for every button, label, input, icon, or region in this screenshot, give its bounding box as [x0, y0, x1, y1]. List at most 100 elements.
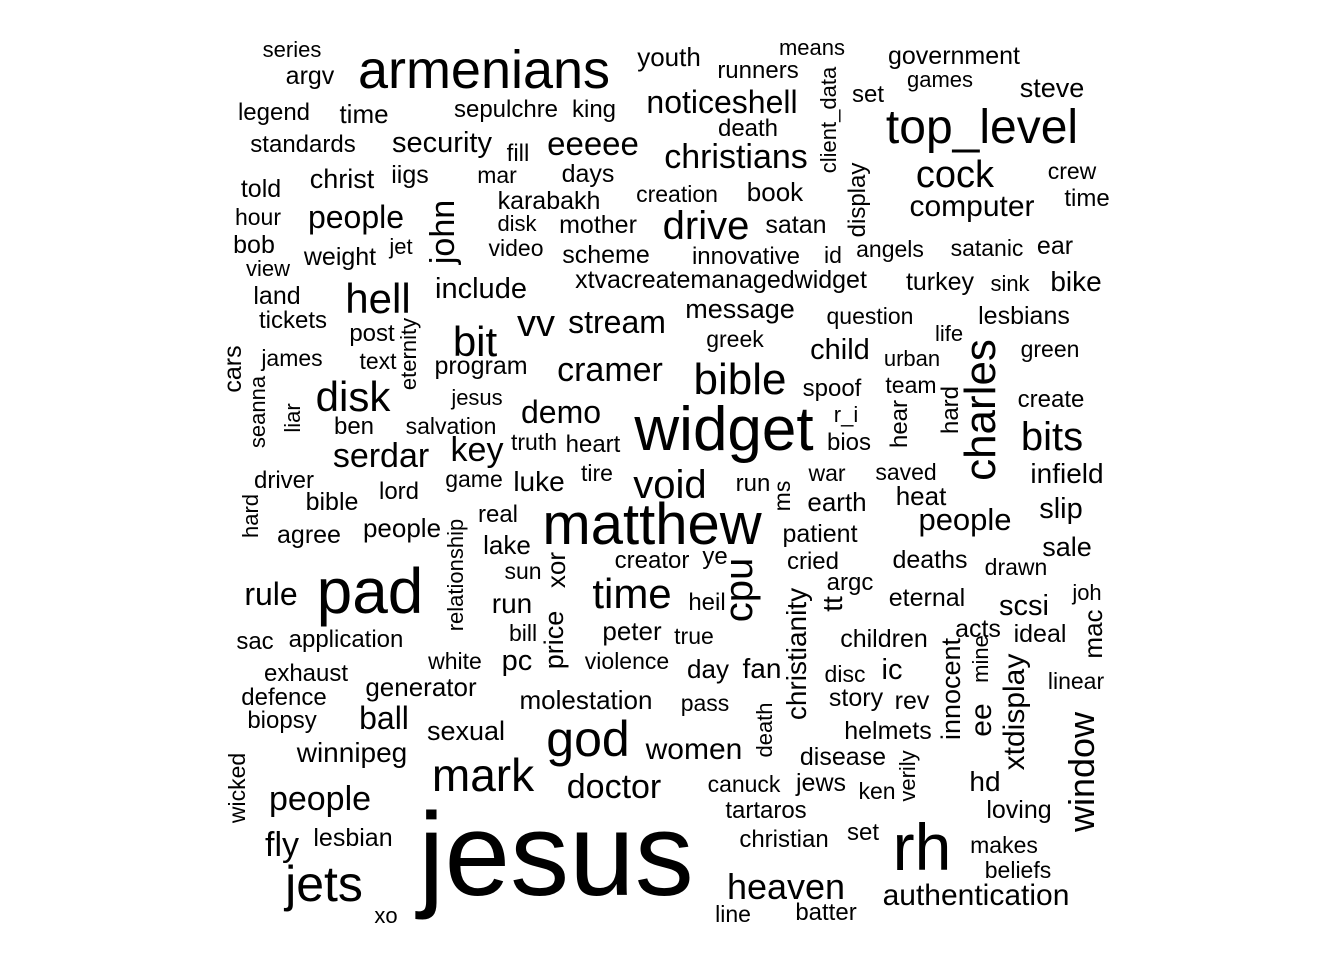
- cloud-word-146: r_i: [834, 402, 858, 427]
- cloud-word-156: ms: [769, 481, 795, 512]
- cloud-word-122: sink: [990, 271, 1030, 296]
- cloud-word-61: ic: [882, 654, 903, 686]
- cloud-word-20: heaven: [727, 866, 845, 907]
- cloud-word-142: hard: [937, 386, 964, 434]
- cloud-word-48: pc: [502, 645, 533, 677]
- cloud-word-16: void: [633, 463, 706, 507]
- cloud-word-11: hell: [345, 275, 410, 322]
- cloud-word-90: games: [907, 67, 973, 92]
- cloud-word-127: james: [260, 345, 322, 371]
- cloud-word-114: jet: [388, 234, 412, 259]
- cloud-word-23: vv: [517, 303, 555, 345]
- cloud-word-50: ee: [965, 703, 998, 736]
- cloud-word-33: authentication: [883, 879, 1070, 912]
- cloud-word-73: day: [687, 654, 729, 684]
- cloud-word-58: run: [492, 588, 532, 619]
- cloud-word-110: satanic: [951, 235, 1024, 261]
- cloud-word-39: demo: [521, 394, 601, 430]
- cloud-word-186: rev: [895, 687, 930, 715]
- cloud-word-103: creation: [636, 181, 718, 207]
- cloud-word-6: mark: [432, 749, 535, 801]
- cloud-word-69: molestation: [520, 685, 653, 715]
- cloud-word-129: greek: [706, 326, 764, 352]
- cloud-word-112: view: [246, 256, 290, 281]
- cloud-word-13: bit: [453, 318, 498, 365]
- cloud-word-109: angels: [856, 236, 924, 262]
- cloud-word-62: steve: [1020, 73, 1085, 103]
- cloud-word-163: creator: [615, 547, 690, 574]
- cloud-word-71: xor: [541, 552, 571, 588]
- cloud-word-27: noticeshell: [646, 84, 797, 120]
- cloud-word-200: loving: [986, 796, 1051, 824]
- cloud-word-143: create: [1018, 386, 1085, 413]
- cloud-word-25: cramer: [557, 351, 663, 389]
- cloud-word-107: mother: [559, 211, 637, 239]
- cloud-word-202: christian: [739, 826, 828, 853]
- cloud-word-80: means: [779, 35, 845, 60]
- cloud-word-168: eternal: [889, 584, 965, 612]
- cloud-word-21: window: [1061, 711, 1102, 833]
- cloud-word-51: luke: [513, 466, 564, 497]
- cloud-word-55: hd: [969, 766, 1000, 797]
- cloud-word-205: beliefs: [985, 857, 1051, 883]
- cloud-word-99: display: [844, 163, 871, 238]
- cloud-word-82: youth: [637, 42, 701, 72]
- cloud-word-159: people: [363, 513, 441, 543]
- cloud-word-151: run: [736, 470, 771, 497]
- cloud-word-149: game: [445, 466, 503, 492]
- cloud-word-67: lesbians: [978, 302, 1070, 330]
- cloud-word-32: eeeee: [547, 125, 639, 162]
- cloud-word-87: sepulchre: [454, 96, 558, 123]
- cloud-word-207: line: [715, 901, 751, 927]
- cloud-word-195: jews: [795, 769, 846, 797]
- cloud-word-113: weight: [303, 243, 376, 271]
- cloud-word-184: defence: [241, 684, 326, 711]
- cloud-word-1: matthew: [542, 492, 762, 557]
- cloud-word-117: innovative: [692, 243, 800, 270]
- cloud-word-106: disk: [497, 211, 537, 236]
- cloud-word-8: jets: [283, 856, 363, 912]
- cloud-word-131: child: [810, 334, 870, 366]
- cloud-word-141: hear: [886, 400, 913, 448]
- cloud-word-140: salvation: [406, 413, 497, 439]
- cloud-word-180: violence: [585, 648, 669, 674]
- cloud-word-176: acts: [955, 615, 1001, 643]
- cloud-word-178: children: [840, 625, 928, 653]
- cloud-word-192: verily: [895, 750, 920, 801]
- cloud-word-147: bios: [827, 429, 871, 456]
- cloud-word-208: batter: [795, 899, 856, 926]
- cloud-word-116: scheme: [562, 241, 650, 269]
- cloud-word-169: drawn: [985, 554, 1048, 580]
- cloud-word-160: real: [478, 501, 518, 528]
- cloud-word-105: bob: [233, 231, 275, 259]
- cloud-word-38: xtdisplay: [998, 654, 1031, 771]
- cloud-word-137: seanna: [245, 375, 270, 448]
- cloud-word-81: argv: [286, 62, 335, 90]
- cloud-word-64: heat: [896, 481, 947, 511]
- cloud-word-9: top_level: [886, 101, 1078, 154]
- cloud-word-92: fill: [507, 140, 530, 167]
- cloud-word-34: stream: [568, 304, 666, 340]
- cloud-word-18: cpu: [717, 558, 761, 623]
- cloud-word-167: argc: [827, 569, 874, 596]
- cloud-word-41: rule: [244, 576, 297, 612]
- cloud-word-94: told: [241, 175, 281, 203]
- cloud-word-170: joh: [1071, 580, 1101, 605]
- cloud-word-145: truth: [511, 429, 557, 455]
- cloud-word-119: land: [253, 282, 300, 310]
- cloud-word-115: video: [489, 235, 544, 261]
- cloud-word-175: true: [674, 623, 714, 649]
- cloud-word-203: set: [847, 819, 879, 846]
- cloud-word-161: relationship: [443, 519, 468, 632]
- cloud-word-191: helmets: [844, 717, 932, 745]
- cloud-word-199: tartaros: [725, 797, 806, 824]
- cloud-word-158: agree: [277, 521, 341, 549]
- cloud-word-130: life: [935, 321, 963, 346]
- cloud-word-183: linear: [1048, 668, 1105, 694]
- cloud-word-85: legend: [238, 99, 310, 126]
- cloud-word-79: series: [263, 37, 322, 62]
- cloud-word-47: slip: [1039, 493, 1083, 525]
- cloud-word-148: driver: [254, 467, 314, 494]
- cloud-word-172: sac: [236, 628, 273, 655]
- cloud-word-185: story: [829, 684, 884, 712]
